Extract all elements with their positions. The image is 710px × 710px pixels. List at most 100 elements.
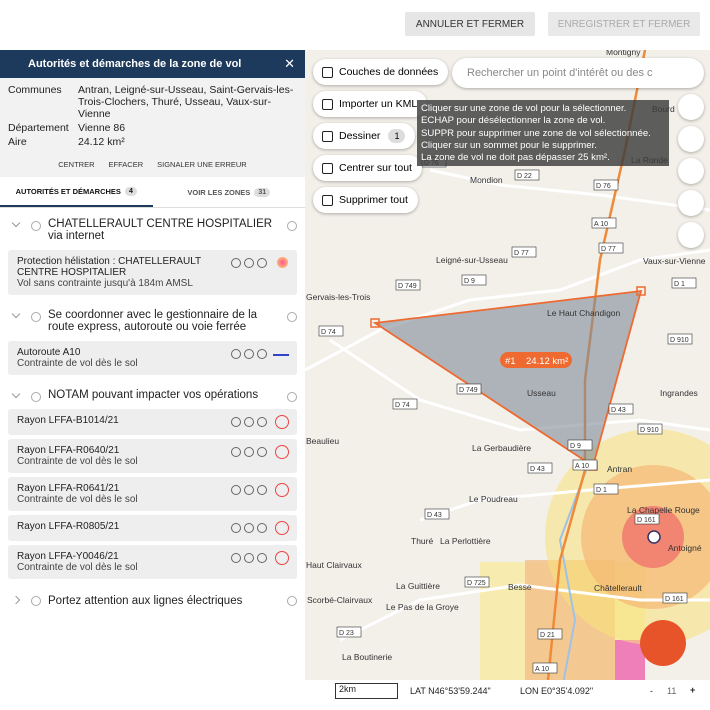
map-button[interactable]: Centrer sur tout — [313, 155, 422, 181]
zoom-out[interactable]: - — [650, 686, 653, 696]
place-label: Montigny — [606, 50, 641, 57]
info-label: Communes — [8, 84, 62, 96]
item-action-icon[interactable] — [257, 258, 267, 268]
road-badge — [514, 169, 540, 181]
group-title: CHATELLERAULT CENTRE HOSPITALIER via int… — [48, 218, 273, 242]
place-label: Haut Clairvaux — [306, 560, 362, 570]
action[interactable]: SIGNALER UNE ERREUR — [157, 160, 247, 169]
group-icon — [31, 312, 41, 322]
item-action-icon[interactable] — [244, 485, 254, 495]
item-subtitle: Contrainte de vol dès le sol — [17, 494, 138, 505]
item-action-icon[interactable] — [244, 258, 254, 268]
item-action-icon[interactable] — [244, 417, 254, 427]
item-title: Autoroute A10 — [17, 347, 81, 358]
road-label: A 10 — [575, 463, 589, 470]
item-title: Protection hélistation : CHATELLERAULT C… — [17, 256, 201, 278]
road-badge — [572, 459, 598, 471]
item-action-icon[interactable] — [231, 447, 241, 457]
item[interactable]: Rayon LFFA-R0641/21 Contrainte de vol dès… — [8, 477, 297, 511]
group-header[interactable]: NOTAM pouvant impacter vos opérations — [0, 379, 305, 407]
item-action-icon[interactable] — [244, 349, 254, 359]
map-button[interactable]: Importer un KML — [313, 91, 428, 117]
item-action-icon[interactable] — [257, 349, 267, 359]
place-label: Antran — [607, 464, 632, 474]
item-action-icon[interactable] — [231, 417, 241, 427]
item[interactable]: Rayon LFFA-R0805/21 — [8, 515, 297, 541]
tab-label: AUTORITÉS ET DÉMARCHES — [15, 186, 121, 196]
road-badge — [637, 423, 663, 435]
map-tool[interactable] — [678, 222, 704, 248]
road-label: D 1 — [674, 281, 685, 288]
item[interactable]: Protection hélistation : CHATELLERAULT C… — [8, 250, 297, 295]
item-action-icon[interactable] — [257, 417, 267, 427]
item-action-icon[interactable] — [231, 523, 241, 533]
place-label: Mondion — [470, 175, 503, 185]
save-button[interactable]: ENREGISTRER ET FERMER — [548, 12, 700, 36]
place-label: La Perlottière — [440, 536, 491, 546]
item-action-icon[interactable] — [231, 553, 241, 563]
map-tool[interactable] — [678, 126, 704, 152]
map-tool[interactable] — [678, 158, 704, 184]
road-label: D 43 — [427, 512, 442, 519]
tab[interactable]: AUTORITÉS ET DÉMARCHES 4 — [0, 177, 153, 207]
vertex[interactable] — [636, 286, 646, 296]
group-header[interactable]: Se coordonner avec le gestionnaire de la… — [0, 299, 305, 339]
cancel-button[interactable]: ANNULER ET FERMER — [405, 12, 535, 36]
map-button[interactable]: Supprimer tout — [313, 187, 418, 213]
panel-title: Autorités et démarches de la zone de vol — [28, 58, 242, 70]
item-title: Rayon LFFA-R0805/21 — [17, 521, 120, 532]
item[interactable]: Autoroute A10 Contrainte de vol dès le so… — [8, 341, 297, 375]
tabs: AUTORITÉS ET DÉMARCHES 4 VOIR LES ZONES 31 — [0, 177, 305, 208]
item-action-icon[interactable] — [231, 349, 241, 359]
button-label: Dessiner — [339, 130, 381, 142]
item-action-icon[interactable] — [257, 485, 267, 495]
item-legend — [275, 551, 289, 565]
item-action-icon[interactable] — [231, 485, 241, 495]
cancel-label: ANNULER ET FERMER — [415, 18, 525, 30]
road-label: D 910 — [670, 337, 689, 344]
action[interactable]: EFFACER — [108, 160, 144, 169]
map-button[interactable]: Dessiner 1 — [313, 123, 416, 149]
item-action-icon[interactable] — [244, 553, 254, 563]
item-subtitle: Vol sans contrainte jusqu'à 184m AMSL — [17, 278, 193, 289]
item-action-icon[interactable] — [231, 258, 241, 268]
tab[interactable]: VOIR LES ZONES 31 — [153, 177, 306, 207]
group-title: Se coordonner avec le gestionnaire de la… — [48, 309, 258, 333]
tab-label: VOIR LES ZONES — [187, 187, 251, 197]
helipad — [647, 530, 661, 544]
road-label: D 910 — [640, 427, 659, 434]
panel-header: Autorités et démarches de la zone de vol… — [0, 50, 305, 78]
item-action-icon[interactable] — [244, 447, 254, 457]
chat-button[interactable] — [640, 620, 686, 666]
item[interactable]: Rayon LFFA-B1014/21 — [8, 409, 297, 435]
road-badge — [598, 242, 624, 254]
item[interactable]: Rayon LFFA-Y0046/21 Contrainte de vol dès… — [8, 545, 297, 579]
action[interactable]: CENTRER — [58, 160, 95, 169]
item-action-icon[interactable] — [257, 523, 267, 533]
map-button[interactable]: Couches de données — [313, 59, 449, 85]
close-icon[interactable]: ✕ — [284, 56, 295, 71]
search-box[interactable]: Rechercher un point d'intérêt ou des c — [452, 58, 704, 88]
road-badge — [567, 439, 593, 451]
group-header[interactable]: CHATELLERAULT CENTRE HOSPITALIER via int… — [0, 208, 305, 248]
group-title: Portez attention aux lignes électriques — [48, 595, 243, 607]
road-label: D 43 — [611, 407, 626, 414]
item[interactable]: Rayon LFFA-R0640/21 Contrainte de vol dès… — [8, 439, 297, 473]
item-action-icon[interactable] — [257, 553, 267, 563]
zone-area: 24.12 km² — [526, 356, 568, 367]
road-label: D 43 — [530, 466, 545, 473]
map-tool[interactable] — [678, 190, 704, 216]
zoom-in[interactable]: + — [690, 685, 696, 695]
chevron — [11, 389, 21, 399]
group-icon — [31, 221, 41, 231]
item-subtitle: Contrainte de vol dès le sol — [17, 562, 138, 573]
map-tool[interactable] — [678, 94, 704, 120]
item-action-icon[interactable] — [244, 523, 254, 533]
road — [558, 459, 591, 701]
button-label: Centrer sur tout — [339, 162, 412, 174]
item-action-icon[interactable] — [257, 447, 267, 457]
vertex[interactable] — [370, 318, 380, 328]
place-label: Ingrandes — [660, 388, 698, 398]
group-header[interactable]: Portez attention aux lignes électriques — [0, 583, 305, 613]
tooltip: Cliquer sur une zone de vol pour la séle… — [417, 100, 669, 166]
